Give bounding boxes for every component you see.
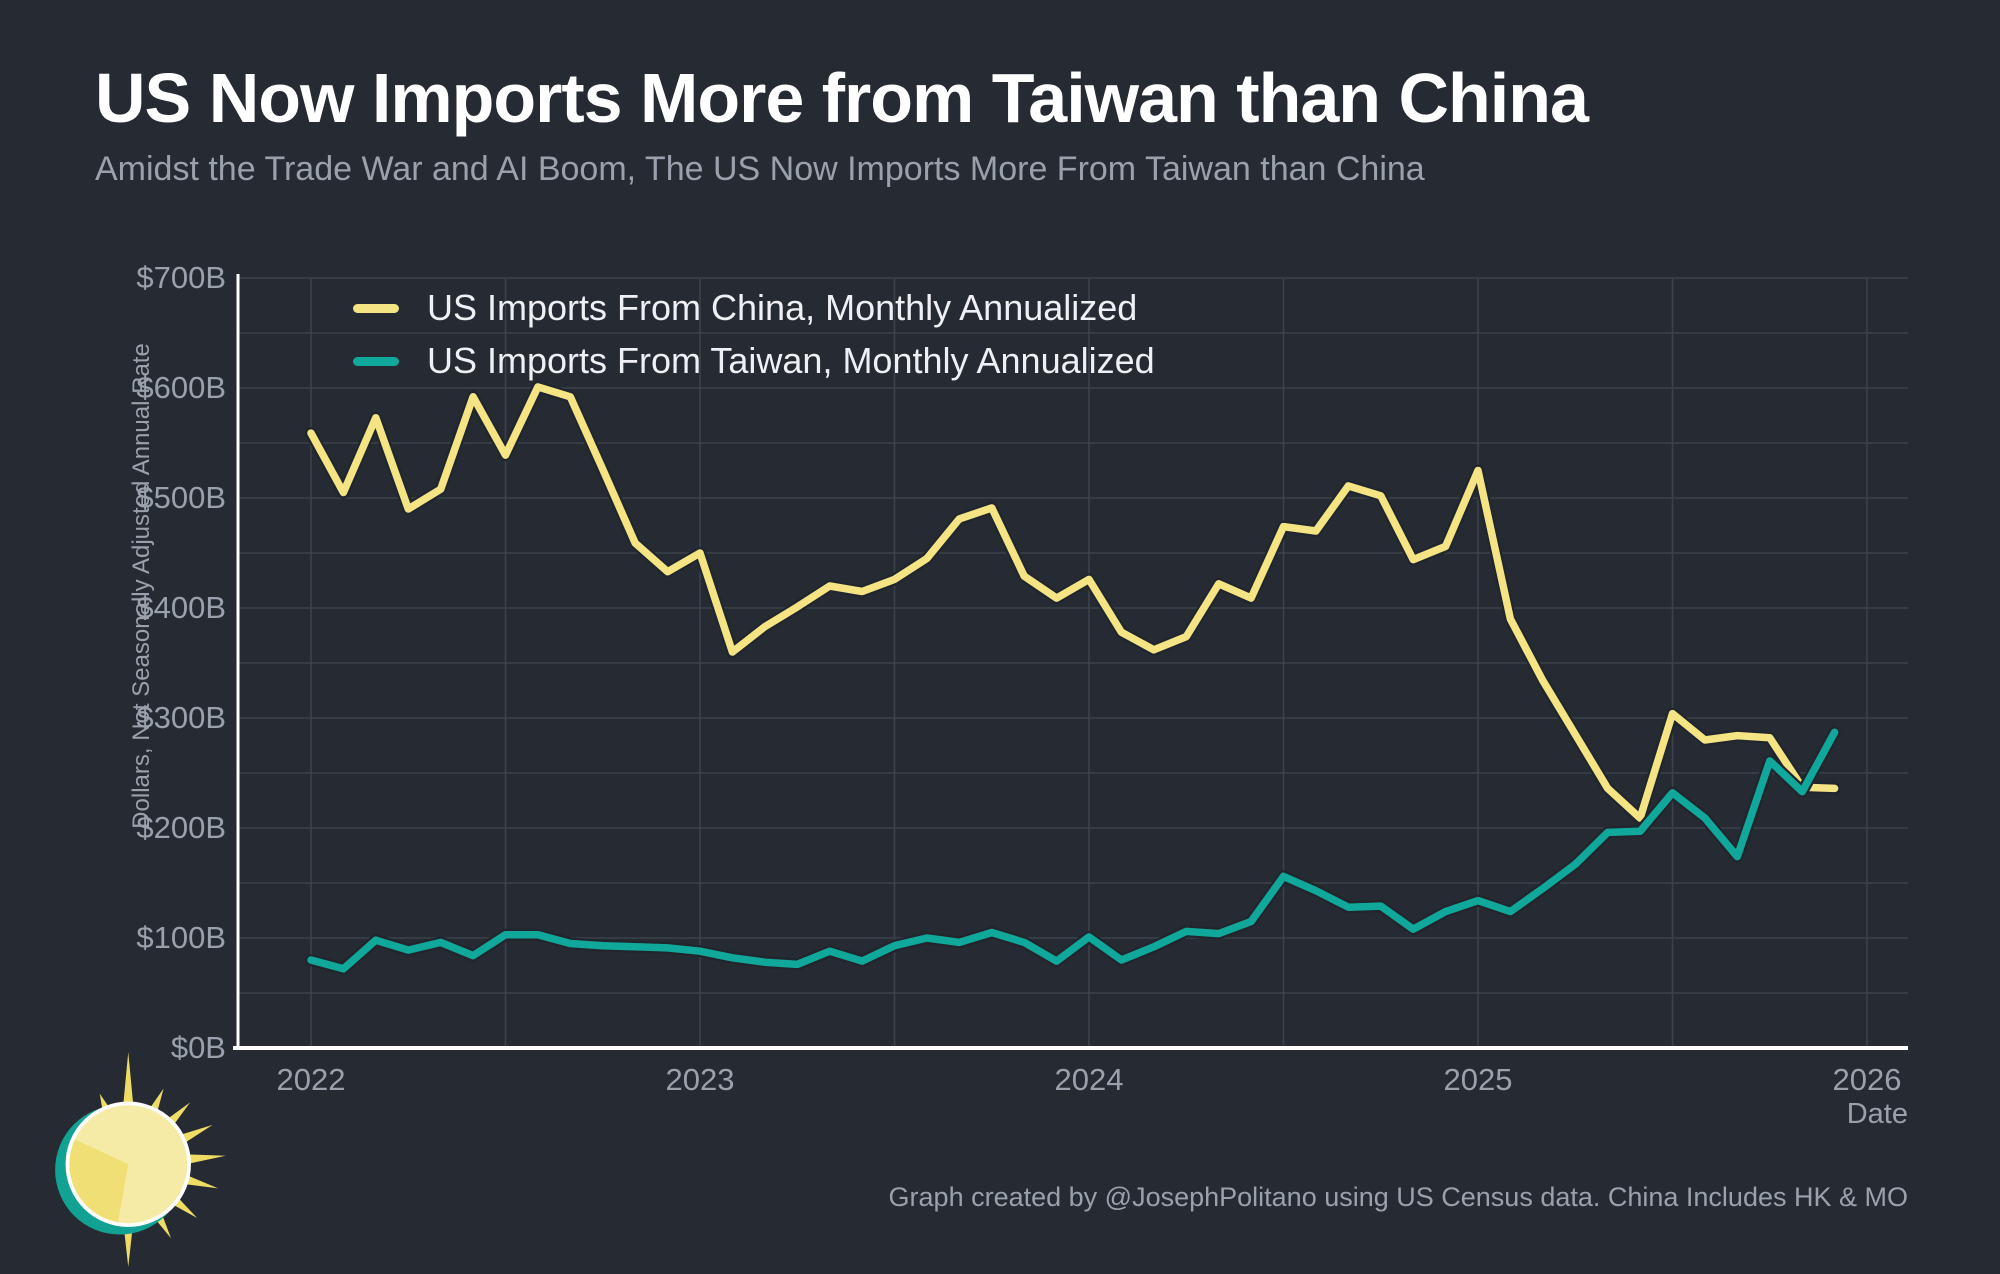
y-tick-label: $300B (136, 700, 226, 735)
x-tick-label: 2024 (1054, 1062, 1124, 1097)
data-lines (305, 380, 1841, 975)
legend-label-taiwan: US Imports From Taiwan, Monthly Annualiz… (427, 340, 1155, 381)
y-tick-label: $100B (136, 920, 226, 955)
sun-logo-icon (55, 1052, 226, 1267)
y-tick-label: $400B (136, 590, 226, 625)
y-tick-label: $600B (136, 370, 226, 405)
x-tick-label: 2025 (1443, 1062, 1513, 1097)
x-tick-label: 2023 (665, 1062, 735, 1097)
legend-item-taiwan: US Imports From Taiwan, Monthly Annualiz… (353, 340, 1155, 381)
gridlines (239, 277, 1908, 1048)
x-tick-label: 2026 (1832, 1062, 1902, 1097)
taiwan-line (307, 728, 1839, 973)
y-tick-label: $700B (136, 260, 226, 295)
taiwan-line-swatch-icon (353, 356, 399, 366)
x-tick-label: 2022 (276, 1062, 346, 1097)
china-line (307, 383, 1839, 822)
y-tick-label: $500B (136, 480, 226, 515)
legend-label-china: US Imports From China, Monthly Annualize… (427, 287, 1138, 328)
y-axis-title: Dollars, Not Seasonally Adjusted Annual … (128, 343, 155, 829)
page-title: US Now Imports More from Taiwan than Chi… (95, 59, 1589, 137)
china-line-swatch-icon (353, 303, 399, 313)
legend-item-china: US Imports From China, Monthly Annualize… (353, 287, 1138, 328)
page-subtitle: Amidst the Trade War and AI Boom, The US… (95, 150, 1425, 188)
footer-credit: Graph created by @JosephPolitano using U… (888, 1182, 1908, 1212)
y-tick-label: $200B (136, 810, 226, 845)
y-tick-label: $0B (170, 1030, 226, 1065)
x-axis-title: Date (1846, 1098, 1908, 1130)
china-line (305, 380, 1841, 825)
